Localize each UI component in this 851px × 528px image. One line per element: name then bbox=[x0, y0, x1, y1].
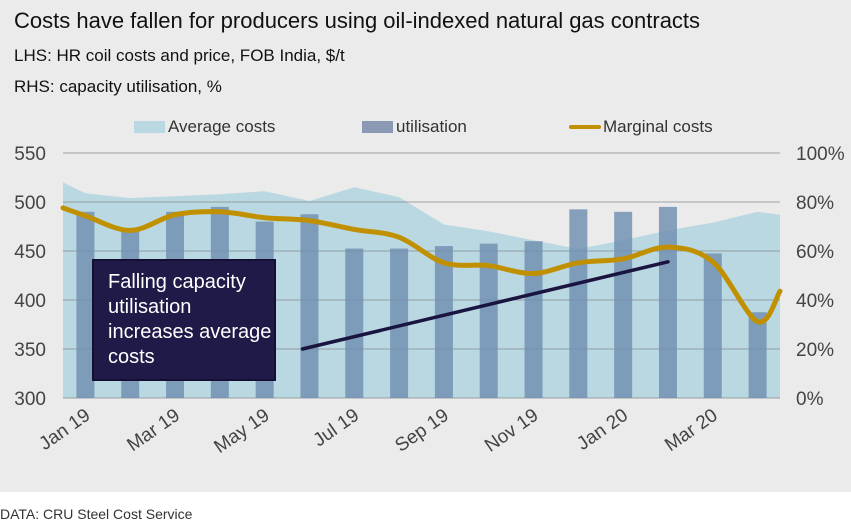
y-tick-label-left: 400 bbox=[14, 291, 46, 312]
bar-utilisation-sep-19 bbox=[434, 246, 453, 398]
y-tick-label-left: 300 bbox=[14, 389, 46, 410]
bar-utilisation-jun-19 bbox=[300, 214, 319, 398]
annotation-box: Falling capacity utilisation increases a… bbox=[92, 259, 276, 381]
annotation-text: Falling capacity utilisation increases a… bbox=[108, 271, 272, 368]
legend-item-utilisation: utilisation bbox=[362, 116, 467, 138]
chart-title: Costs have fallen for producers using oi… bbox=[14, 8, 701, 33]
legend-swatch-area bbox=[134, 121, 165, 133]
bar-utilisation-mar-20 bbox=[703, 253, 722, 398]
x-tick-label: May 19 bbox=[210, 405, 273, 458]
chart-plot: 300 350 400 450 500 550 0% 20% 40% 60% 80% 100% Jan … bbox=[14, 144, 845, 458]
x-tick-label: Nov 19 bbox=[481, 405, 542, 457]
x-tick-label: Jan 20 bbox=[573, 405, 632, 455]
annotation-trend-line bbox=[300, 260, 670, 351]
legend-label: Average costs bbox=[168, 117, 276, 136]
line-marginal-costs bbox=[60, 205, 783, 325]
y-tick-label-left: 500 bbox=[14, 193, 46, 214]
bar-utilisation-nov-19 bbox=[524, 241, 543, 398]
y-tick-label-left: 550 bbox=[14, 144, 46, 165]
y-tick-label-right: 100% bbox=[796, 144, 845, 165]
x-tick-label: Jan 19 bbox=[35, 405, 94, 455]
bar-utilisation-apr-20 bbox=[748, 312, 767, 398]
x-tick-label: Sep 19 bbox=[391, 405, 452, 457]
bar-utilisation-jul-19 bbox=[345, 248, 364, 398]
subtitle-rhs: RHS: capacity utilisation, % bbox=[14, 77, 222, 96]
x-tick-label: Mar 20 bbox=[661, 405, 721, 456]
bar-utilisation-jan-19 bbox=[76, 211, 95, 398]
bar-utilisation-dec-19 bbox=[569, 209, 588, 398]
legend-swatch-line bbox=[569, 125, 601, 129]
y-tick-label-left: 350 bbox=[14, 340, 46, 361]
bar-utilisation-aug-19 bbox=[390, 248, 409, 398]
legend-label: Marginal costs bbox=[603, 117, 713, 136]
legend-item-marginal-costs: Marginal costs bbox=[569, 116, 713, 138]
legend-swatch-bar bbox=[362, 121, 393, 133]
x-tick-label: Mar 19 bbox=[123, 405, 183, 456]
legend-item-average-costs: Average costs bbox=[134, 116, 275, 138]
y-tick-label-right: 60% bbox=[796, 242, 834, 263]
y-tick-label-right: 40% bbox=[796, 291, 834, 312]
legend-label: utilisation bbox=[396, 117, 467, 136]
y-tick-label-left: 450 bbox=[14, 242, 46, 263]
y-tick-label-right: 80% bbox=[796, 193, 834, 214]
y-tick-label-right: 20% bbox=[796, 340, 834, 361]
bar-utilisation-feb-20 bbox=[658, 206, 677, 398]
subtitle-lhs: LHS: HR coil costs and price, FOB India,… bbox=[14, 46, 345, 65]
x-tick-label: Jul 19 bbox=[310, 405, 364, 451]
data-source: DATA: CRU Steel Cost Service bbox=[0, 506, 193, 522]
bar-utilisation-oct-19 bbox=[479, 243, 498, 398]
y-tick-label-right: 0% bbox=[796, 389, 824, 410]
bar-utilisation-jan-20 bbox=[614, 211, 633, 398]
